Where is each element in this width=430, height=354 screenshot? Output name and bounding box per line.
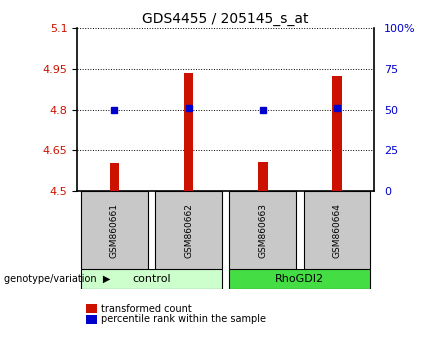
Text: control: control — [132, 274, 171, 284]
Bar — [230, 191, 296, 269]
Bar — [81, 269, 222, 289]
Bar — [230, 269, 370, 289]
Bar — [155, 191, 222, 269]
Bar — [304, 191, 370, 269]
Text: GSM860662: GSM860662 — [184, 202, 193, 258]
Bar — [258, 162, 267, 191]
Text: GSM860663: GSM860663 — [258, 202, 267, 258]
Text: RhoGDI2: RhoGDI2 — [275, 274, 325, 284]
Bar — [184, 73, 194, 191]
Bar — [332, 76, 342, 191]
Bar — [110, 162, 119, 191]
Text: GSM860661: GSM860661 — [110, 202, 119, 258]
Title: GDS4455 / 205145_s_at: GDS4455 / 205145_s_at — [142, 12, 309, 26]
Text: GSM860664: GSM860664 — [332, 202, 341, 258]
Text: genotype/variation  ▶: genotype/variation ▶ — [4, 274, 111, 284]
Text: percentile rank within the sample: percentile rank within the sample — [101, 314, 266, 324]
Text: transformed count: transformed count — [101, 304, 192, 314]
Bar — [81, 191, 148, 269]
